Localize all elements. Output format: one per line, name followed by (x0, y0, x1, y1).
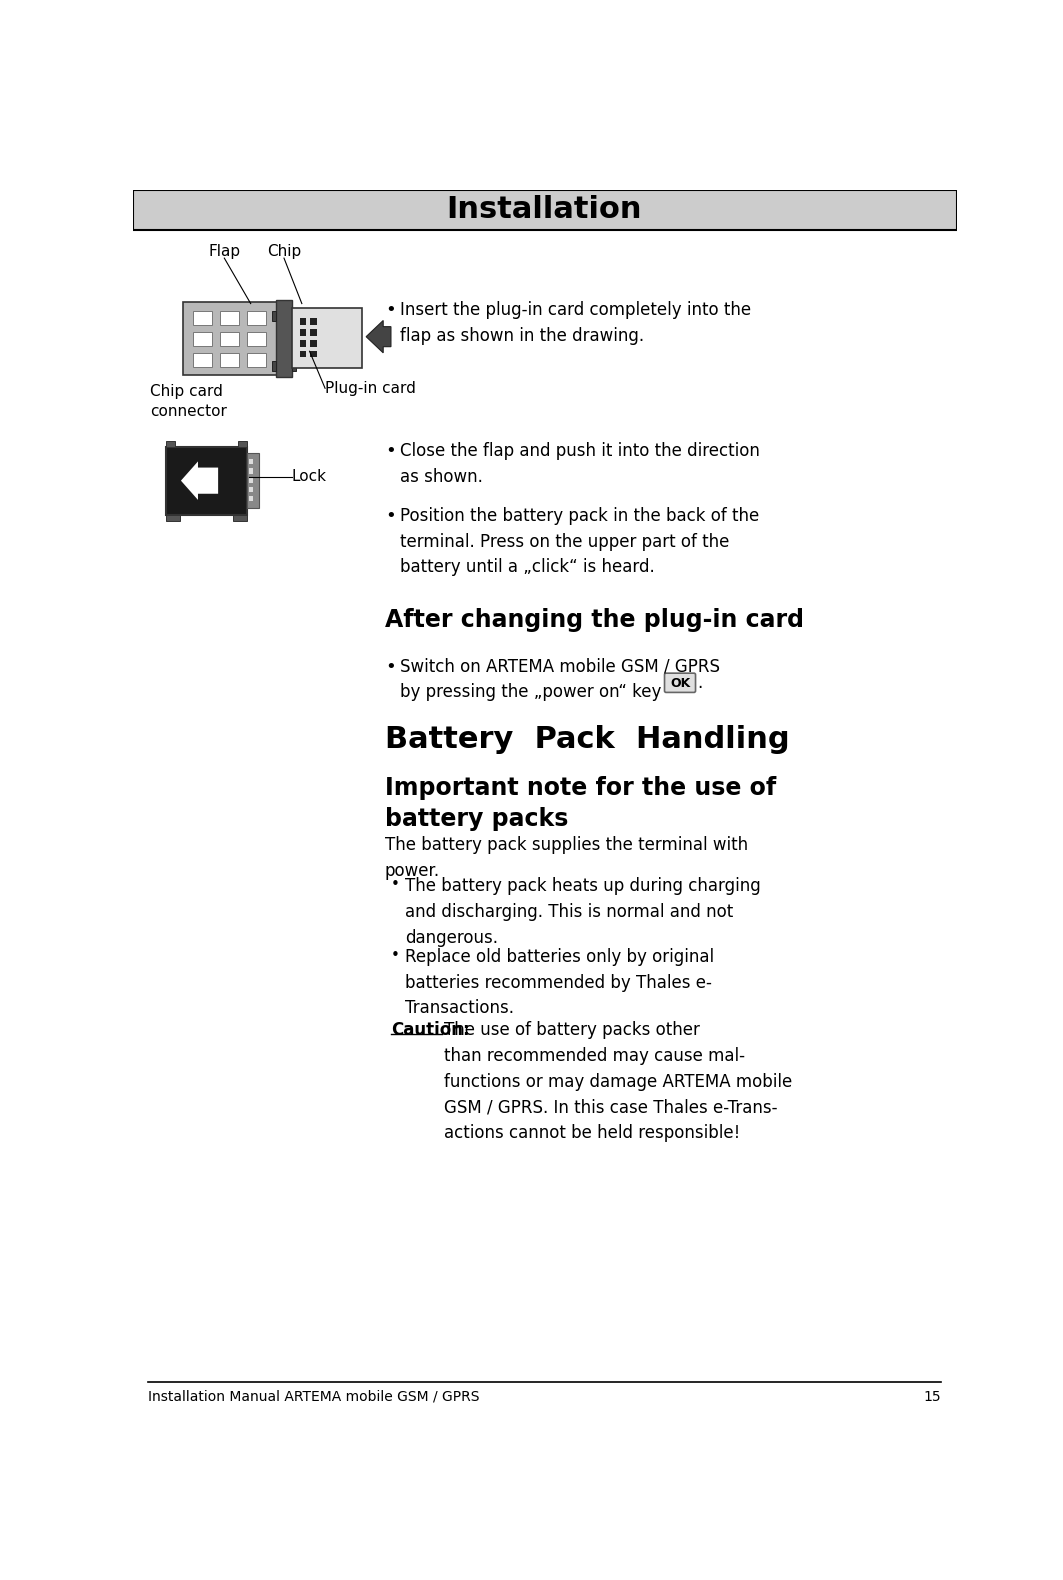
Bar (249, 460, 253, 465)
Bar (249, 496, 253, 501)
Bar (300, 340, 306, 346)
Text: Chip: Chip (267, 243, 301, 259)
Bar (133, 190, 957, 229)
FancyArrow shape (181, 461, 218, 499)
Bar (291, 308, 361, 368)
Bar (192, 311, 212, 325)
Bar (300, 318, 306, 325)
Bar (310, 329, 318, 337)
Text: •: • (385, 442, 395, 460)
Text: Lock: Lock (291, 469, 326, 485)
FancyArrow shape (366, 321, 391, 352)
Bar (248, 453, 258, 509)
Bar (192, 352, 212, 367)
Bar (310, 351, 318, 357)
Bar (220, 332, 239, 346)
Bar (272, 311, 276, 321)
Text: •: • (385, 302, 395, 319)
Text: Replace old batteries only by original
batteries recommended by Thales e-
Transa: Replace old batteries only by original b… (405, 948, 714, 1018)
Text: Close the flap and push it into the direction
as shown.: Close the flap and push it into the dire… (401, 442, 760, 487)
Bar (233, 515, 248, 521)
Text: Installation Manual ARTEMA mobile GSM / GPRS: Installation Manual ARTEMA mobile GSM / … (149, 1390, 479, 1405)
Text: OK: OK (670, 676, 690, 689)
FancyBboxPatch shape (664, 673, 695, 692)
Text: •: • (385, 507, 395, 525)
Text: Plug-in card: Plug-in card (325, 381, 416, 395)
Bar (238, 441, 248, 447)
Bar (166, 447, 248, 515)
Bar (220, 311, 239, 325)
Text: Insert the plug-in card completely into the
flap as shown in the drawing.: Insert the plug-in card completely into … (401, 302, 752, 344)
Bar (247, 352, 266, 367)
Bar (300, 351, 306, 357)
Bar (249, 487, 253, 493)
Text: After changing the plug-in card: After changing the plug-in card (385, 608, 804, 632)
Text: Caution:: Caution: (391, 1021, 470, 1040)
Text: Flap: Flap (208, 243, 240, 259)
Text: Position the battery pack in the back of the
terminal. Press on the upper part o: Position the battery pack in the back of… (401, 507, 759, 577)
Bar (166, 441, 175, 447)
Bar (291, 362, 297, 371)
Bar (310, 318, 318, 325)
Bar (276, 300, 291, 376)
Bar (249, 468, 253, 474)
Bar (183, 302, 284, 374)
Text: Switch on ARTEMA mobile GSM / GPRS
by pressing the „power on“ key: Switch on ARTEMA mobile GSM / GPRS by pr… (401, 657, 721, 702)
Text: •: • (391, 877, 400, 893)
Text: Installation: Installation (446, 194, 642, 224)
Text: The battery pack heats up during charging
and discharging. This is normal and no: The battery pack heats up during chargin… (405, 877, 761, 946)
Text: Chip card
connector: Chip card connector (150, 384, 226, 419)
Bar (247, 332, 266, 346)
Bar (300, 329, 306, 337)
Bar (166, 515, 180, 521)
Text: The battery pack supplies the terminal with
power.: The battery pack supplies the terminal w… (385, 836, 748, 880)
Bar (220, 352, 239, 367)
Bar (272, 362, 276, 371)
Text: Battery  Pack  Handling: Battery Pack Handling (385, 725, 790, 754)
Bar (310, 340, 318, 346)
Text: •: • (391, 948, 400, 964)
Bar (291, 311, 297, 321)
Bar (247, 311, 266, 325)
Text: •: • (385, 657, 395, 676)
Bar (192, 332, 212, 346)
Bar (249, 477, 253, 483)
Text: Important note for the use of
battery packs: Important note for the use of battery pa… (385, 776, 776, 831)
Text: .: . (697, 675, 703, 692)
Text: 15: 15 (924, 1390, 941, 1405)
Text: The use of battery packs other
than recommended may cause mal-
functions or may : The use of battery packs other than reco… (443, 1021, 792, 1142)
